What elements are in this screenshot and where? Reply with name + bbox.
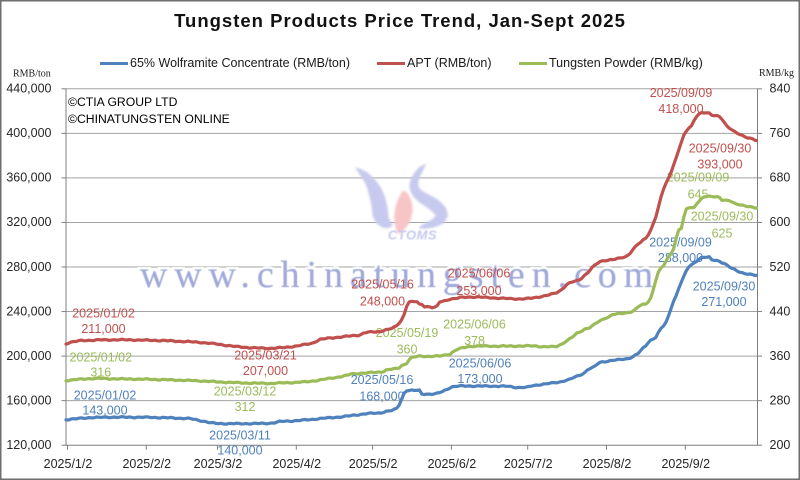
svg-text:2025/9/2: 2025/9/2 (661, 457, 710, 471)
svg-text:168,000: 168,000 (359, 390, 404, 404)
svg-text:400,000: 400,000 (6, 126, 51, 140)
svg-text:271,000: 271,000 (701, 295, 746, 309)
svg-text:2025/05/16: 2025/05/16 (351, 278, 414, 292)
svg-text:240,000: 240,000 (6, 304, 51, 318)
svg-text:2025/09/09: 2025/09/09 (667, 171, 730, 185)
svg-text:2025/06/06: 2025/06/06 (449, 357, 512, 371)
svg-text:440: 440 (770, 304, 791, 318)
svg-text:2025/01/02: 2025/01/02 (70, 351, 133, 365)
svg-text:RMB/kg: RMB/kg (759, 68, 794, 79)
svg-text:2025/09/30: 2025/09/30 (689, 142, 752, 156)
svg-text:840: 840 (770, 82, 791, 96)
svg-text:2025/2/2: 2025/2/2 (122, 457, 171, 471)
svg-text:418,000: 418,000 (658, 102, 703, 116)
svg-text:2025/06/06: 2025/06/06 (443, 318, 506, 332)
svg-text:120,000: 120,000 (6, 438, 51, 452)
svg-text:393,000: 393,000 (697, 158, 742, 172)
svg-text:160,000: 160,000 (6, 393, 51, 407)
svg-text:2025/8/2: 2025/8/2 (583, 457, 632, 471)
svg-text:2025/3/2: 2025/3/2 (194, 457, 243, 471)
svg-text:CTOMS: CTOMS (388, 228, 437, 243)
svg-text:316: 316 (90, 366, 111, 380)
svg-text:600: 600 (770, 215, 791, 229)
svg-text:760: 760 (770, 126, 791, 140)
svg-text:360: 360 (397, 343, 418, 357)
svg-text:2025/09/30: 2025/09/30 (691, 210, 754, 224)
svg-text:378: 378 (464, 334, 485, 348)
svg-text:2025/03/11: 2025/03/11 (209, 429, 271, 443)
svg-text:2025/06/06: 2025/06/06 (448, 267, 511, 281)
svg-text:645: 645 (688, 188, 709, 202)
svg-text:280: 280 (770, 393, 791, 407)
svg-text:2025/4/2: 2025/4/2 (272, 457, 321, 471)
svg-text:2025/05/16: 2025/05/16 (351, 373, 414, 387)
svg-text:www.chinatungsten.com: www.chinatungsten.com (140, 254, 660, 296)
svg-text:520: 520 (770, 260, 791, 274)
svg-text:625: 625 (712, 227, 733, 241)
svg-text:440,000: 440,000 (6, 82, 51, 96)
svg-text:2025/05/19: 2025/05/19 (376, 326, 439, 340)
svg-text:2025/09/30: 2025/09/30 (693, 280, 756, 294)
svg-text:312: 312 (235, 400, 256, 414)
svg-text:280,000: 280,000 (6, 260, 51, 274)
svg-text:2025/01/02: 2025/01/02 (72, 307, 135, 321)
svg-text:2025/09/09: 2025/09/09 (649, 236, 712, 250)
svg-text:143,000: 143,000 (82, 404, 127, 418)
svg-text:2025/03/12: 2025/03/12 (214, 385, 277, 399)
svg-text:2025/03/21: 2025/03/21 (234, 349, 297, 363)
svg-text:248,000: 248,000 (360, 295, 405, 309)
svg-text:680: 680 (770, 171, 791, 185)
svg-text:320,000: 320,000 (6, 215, 51, 229)
svg-text:2025/1/2: 2025/1/2 (44, 457, 93, 471)
svg-text:360,000: 360,000 (6, 171, 51, 185)
svg-text:200: 200 (770, 438, 791, 452)
svg-text:2025/01/02: 2025/01/02 (74, 389, 137, 403)
svg-text:2025/6/2: 2025/6/2 (428, 457, 477, 471)
svg-text:2025/09/09: 2025/09/09 (650, 86, 713, 100)
svg-text:www.chinatungsten.com: www.chinatungsten.com (140, 254, 660, 296)
svg-text:200,000: 200,000 (6, 349, 51, 363)
svg-text:211,000: 211,000 (81, 322, 125, 336)
svg-text:360: 360 (770, 349, 791, 363)
svg-text:140,000: 140,000 (217, 444, 262, 458)
svg-text:2025/7/2: 2025/7/2 (504, 457, 553, 471)
svg-text:2025/5/2: 2025/5/2 (349, 457, 398, 471)
svg-text:RMB/ton: RMB/ton (13, 69, 51, 80)
svg-text:253,000: 253,000 (456, 284, 501, 298)
svg-text:173,000: 173,000 (457, 372, 502, 386)
svg-text:207,000: 207,000 (243, 364, 288, 378)
